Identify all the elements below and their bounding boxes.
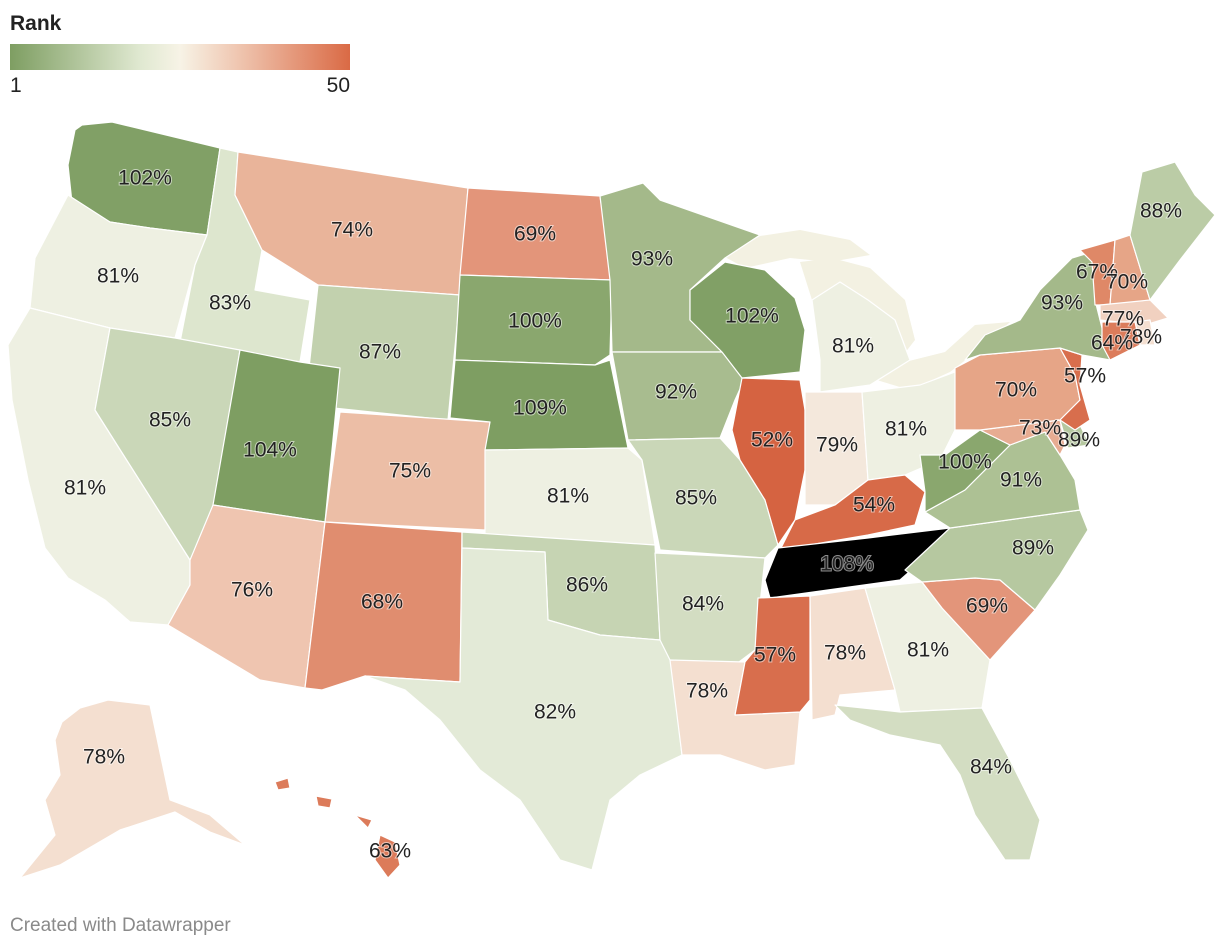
label-VA: 91% — [1000, 469, 1042, 492]
label-MO: 85% — [675, 487, 717, 510]
label-ND: 69% — [514, 223, 556, 246]
label-CO: 75% — [389, 460, 431, 483]
label-GA: 81% — [907, 639, 949, 662]
label-NE: 109% — [513, 397, 567, 420]
label-TN: 108% — [820, 553, 874, 576]
label-NJ: 57% — [1064, 365, 1106, 388]
state-KS[interactable] — [484, 447, 656, 546]
label-CA: 81% — [64, 477, 106, 500]
state-NJ[interactable] — [1059, 347, 1091, 431]
label-MT: 74% — [331, 219, 373, 242]
label-MD: 73% — [1019, 417, 1061, 440]
label-MN: 93% — [631, 248, 673, 271]
label-MI: 81% — [832, 335, 874, 358]
state-IL[interactable] — [731, 377, 806, 546]
legend-max-label: 50 — [326, 74, 350, 97]
state-HI[interactable] — [274, 777, 401, 879]
label-WV: 100% — [938, 451, 992, 474]
label-SD: 100% — [508, 310, 562, 333]
label-IL: 52% — [751, 429, 793, 452]
label-NY: 93% — [1041, 292, 1083, 315]
label-TX: 82% — [534, 701, 576, 724]
state-AK[interactable] — [19, 699, 246, 879]
label-RI: 78% — [1120, 326, 1162, 349]
label-IA: 92% — [655, 381, 697, 404]
label-NM: 68% — [361, 591, 403, 614]
state-SD[interactable] — [454, 274, 613, 366]
label-AL: 78% — [824, 642, 866, 665]
state-value-labels: 102% 81% 81% 83% 85% 74% 87% 104% 76% 75… — [63, 166, 1183, 864]
label-DE: 89% — [1058, 429, 1100, 452]
state-UT[interactable] — [212, 349, 341, 523]
label-WY: 87% — [359, 341, 401, 364]
legend-title: Rank — [10, 12, 62, 35]
state-CT[interactable] — [1101, 321, 1141, 361]
label-MS: 57% — [754, 644, 796, 667]
legend: Rank 1 50 — [10, 10, 350, 98]
label-AK: 78% — [83, 746, 125, 769]
label-ME: 88% — [1140, 200, 1182, 223]
label-KY: 54% — [853, 494, 895, 517]
label-CT: 64% — [1091, 332, 1133, 355]
label-IN: 79% — [816, 434, 858, 457]
label-OH: 81% — [885, 418, 927, 441]
state-WV[interactable] — [919, 429, 1011, 513]
legend-color-bar — [10, 44, 350, 70]
label-NH: 70% — [1106, 271, 1148, 294]
state-TX[interactable] — [364, 547, 683, 871]
label-AZ: 76% — [231, 579, 273, 602]
label-KS: 81% — [547, 485, 589, 508]
label-HI: 63% — [369, 840, 411, 863]
label-MA: 77% — [1102, 308, 1144, 331]
legend-min-label: 1 — [10, 74, 22, 97]
label-AR: 84% — [682, 593, 724, 616]
states — [7, 121, 1216, 879]
credit-text[interactable]: Created with Datawrapper — [10, 915, 231, 936]
label-PA: 70% — [995, 379, 1037, 402]
state-OR[interactable] — [29, 194, 208, 339]
label-OK: 86% — [566, 574, 608, 597]
state-FL[interactable] — [834, 704, 1041, 861]
label-NC: 89% — [1012, 537, 1054, 560]
label-WA: 102% — [118, 167, 172, 190]
lake-erie-ontario — [870, 322, 1010, 390]
state-ME[interactable] — [1129, 161, 1216, 301]
label-OR: 81% — [97, 265, 139, 288]
label-FL: 84% — [970, 756, 1012, 779]
label-WI: 102% — [725, 305, 779, 328]
label-ID: 83% — [209, 292, 251, 315]
state-WI[interactable] — [689, 261, 806, 379]
label-UT: 104% — [243, 439, 297, 462]
state-MA[interactable] — [1099, 299, 1169, 326]
legend-ticks: 1 50 — [10, 74, 350, 98]
label-LA: 78% — [686, 680, 728, 703]
label-SC: 69% — [966, 595, 1008, 618]
label-VT: 67% — [1076, 261, 1118, 284]
state-MI[interactable] — [811, 281, 911, 393]
label-NV: 85% — [149, 409, 191, 432]
